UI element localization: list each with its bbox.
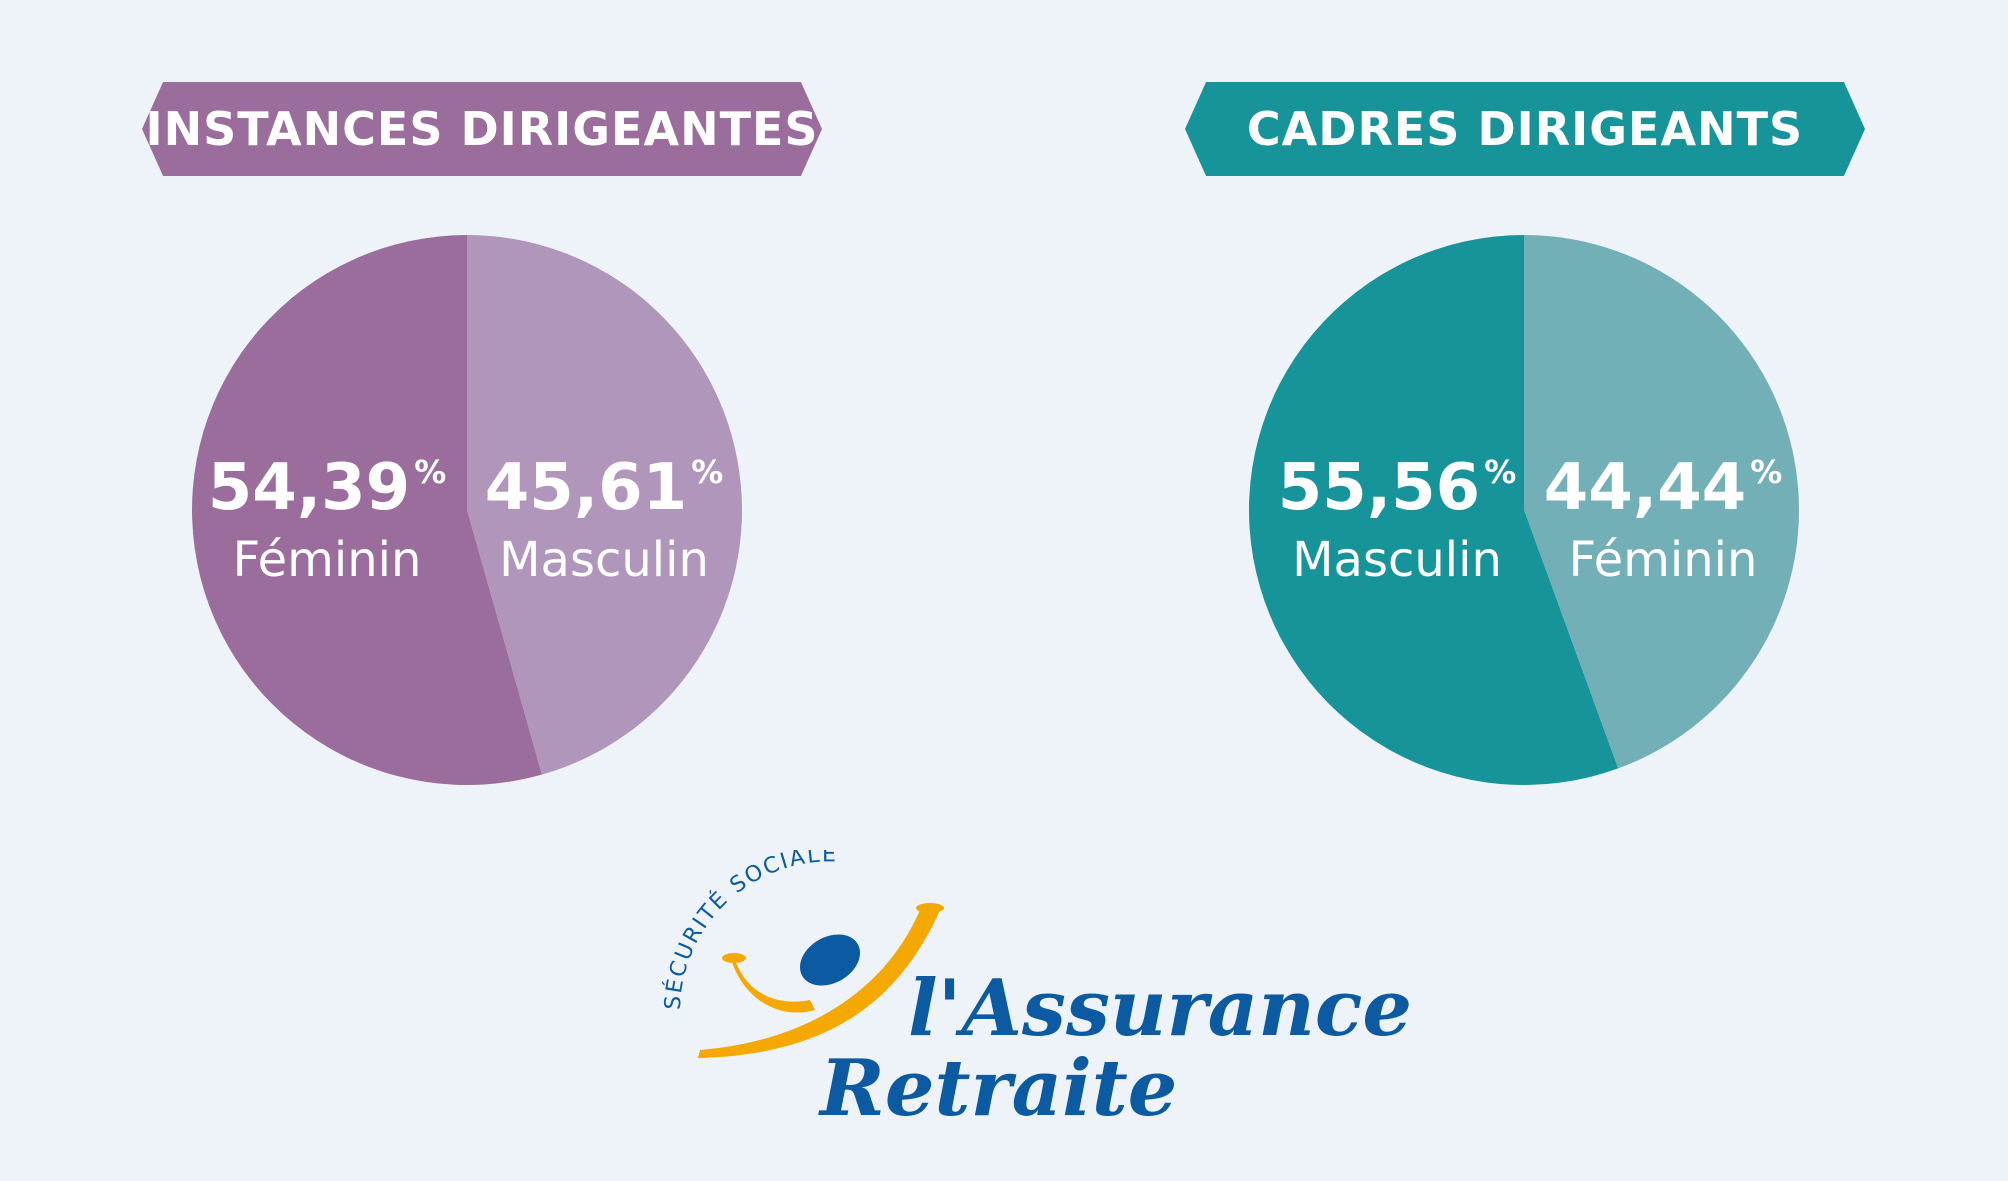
slice-value: 54,39% [207,451,447,525]
slice-value: 55,56% [1277,451,1517,525]
slice-category: Féminin [1568,532,1758,588]
assurance-retraite-logo: SÉCURITÉ SOCIALE l'Assurance Retraite [640,850,1412,1150]
chart-title-instances: INSTANCES DIRIGEANTES [142,82,822,176]
slice-value: 44,44% [1543,451,1783,525]
pie-svg-instances [192,235,743,785]
chart-title-cadres: CADRES DIRIGEANTS [1185,82,1865,176]
assurance-retraite-figure-icon [698,903,944,1058]
slice-category: Féminin [232,532,422,588]
logo-line2: Retraite [820,1043,1178,1134]
cadres-slice-fminin [1524,235,1799,769]
logo-line1: l'Assurance [908,963,1413,1054]
instances-slice-fminin [192,235,542,785]
pie-svg-cadres [1249,235,1799,785]
slice-category: Masculin [499,532,709,588]
slice-label-instances-masculin: 45,61% Masculin [484,440,724,584]
slice-label-cadres-masculin: 55,56% Masculin [1277,440,1517,584]
slice-label-instances-feminin: 54,39% Féminin [207,440,447,584]
slice-label-cadres-feminin: 44,44% Féminin [1543,440,1783,584]
instances-slice-masculin [467,235,743,775]
slice-value: 45,61% [484,451,724,525]
pie-chart-cadres [1249,235,1799,785]
pie-chart-instances [192,235,743,785]
slice-category: Masculin [1292,532,1502,588]
cadres-slice-masculin [1249,235,1619,785]
